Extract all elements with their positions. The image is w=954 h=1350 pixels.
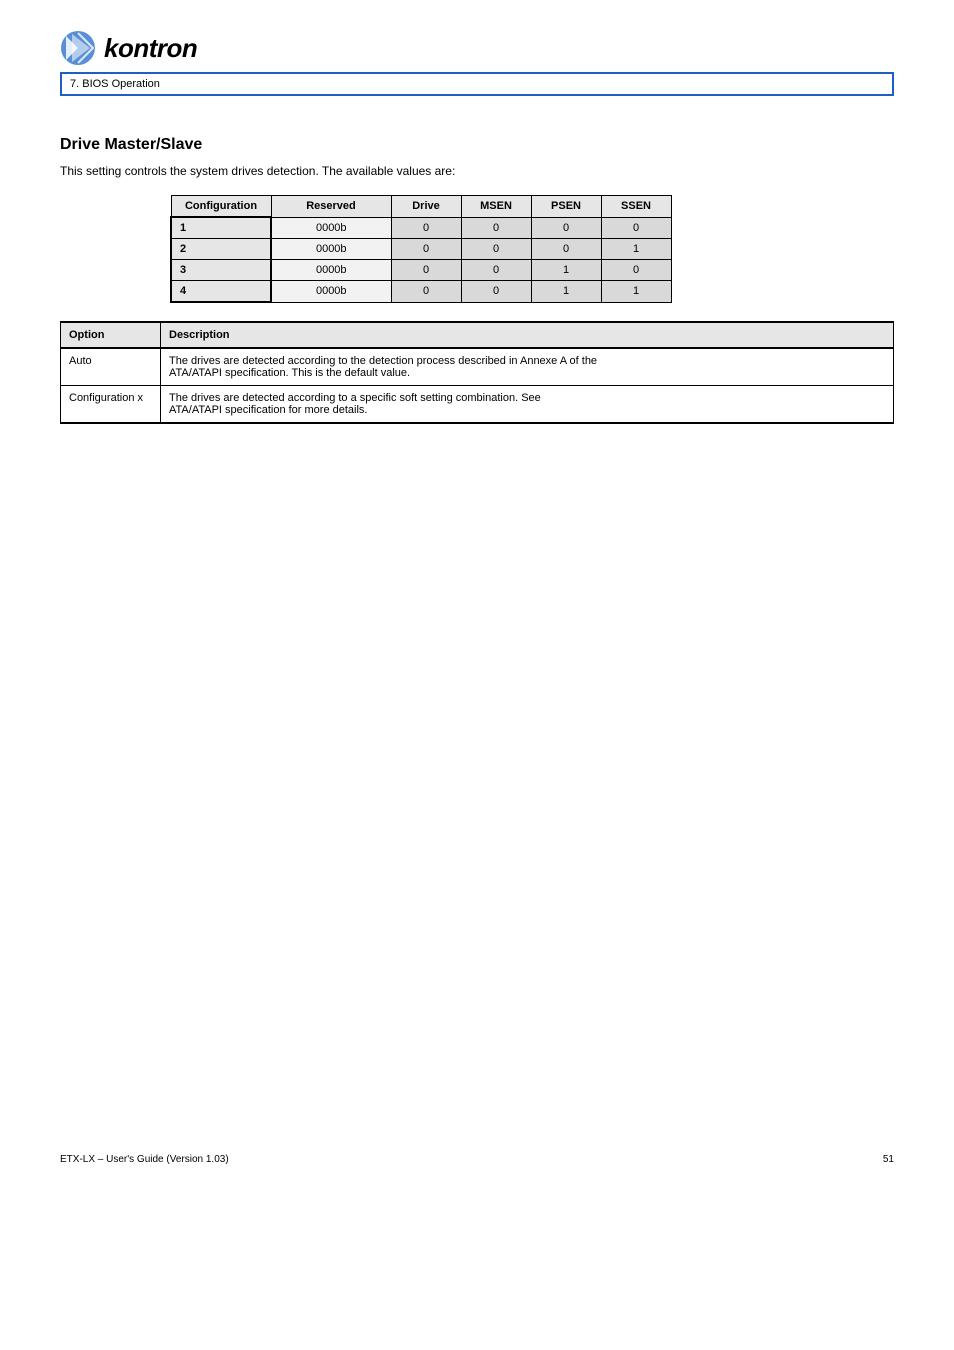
cell: 0 bbox=[461, 217, 531, 239]
cell: 1 bbox=[531, 281, 601, 303]
cell: 1 bbox=[601, 281, 671, 303]
cell-text: The drives are detected according to a s… bbox=[169, 392, 541, 404]
cell: 0 bbox=[461, 239, 531, 260]
col-header: PSEN bbox=[531, 196, 601, 218]
col-header: Drive bbox=[391, 196, 461, 218]
options-table: Option Description Auto The drives are d… bbox=[60, 321, 894, 424]
footer-right: 51 bbox=[883, 1154, 894, 1165]
page-footer: ETX-LX – User's Guide (Version 1.03) 51 bbox=[60, 1144, 894, 1165]
footer-left: ETX-LX – User's Guide (Version 1.03) bbox=[60, 1154, 229, 1165]
brand-logo: kontron bbox=[60, 30, 894, 66]
table-row: 4 0000b 0 0 1 1 bbox=[171, 281, 671, 303]
table-row: 3 0000b 0 0 1 0 bbox=[171, 260, 671, 281]
cell: The drives are detected according to the… bbox=[161, 348, 894, 386]
cell-text: ATA/ATAPI specification. This is the def… bbox=[169, 367, 410, 379]
col-header: Option bbox=[61, 322, 161, 348]
col-header: MSEN bbox=[461, 196, 531, 218]
cell: 3 bbox=[171, 260, 271, 281]
cell: 0000b bbox=[271, 217, 391, 239]
cell: 0 bbox=[531, 217, 601, 239]
cell: 1 bbox=[601, 239, 671, 260]
cell: 1 bbox=[171, 217, 271, 239]
col-header: SSEN bbox=[601, 196, 671, 218]
cell: 0 bbox=[391, 260, 461, 281]
section-intro: This setting controls the system drives … bbox=[60, 162, 894, 181]
cell: 0 bbox=[531, 239, 601, 260]
cell: Auto bbox=[61, 348, 161, 386]
section-title: Drive Master/Slave bbox=[60, 136, 894, 154]
cell: 1 bbox=[531, 260, 601, 281]
cell-text: The drives are detected according to the… bbox=[169, 355, 597, 367]
col-header: Description bbox=[161, 322, 894, 348]
cell: 0 bbox=[391, 281, 461, 303]
cell: 2 bbox=[171, 239, 271, 260]
cell: 0 bbox=[601, 217, 671, 239]
table-row: Auto The drives are detected according t… bbox=[61, 348, 894, 386]
brand-logo-icon bbox=[60, 30, 96, 66]
config-table: Configuration Reserved Drive MSEN PSEN S… bbox=[170, 195, 672, 303]
table-row: 2 0000b 0 0 0 1 bbox=[171, 239, 671, 260]
cell: 0 bbox=[391, 217, 461, 239]
col-header: Reserved bbox=[271, 196, 391, 218]
brand-name: kontron bbox=[104, 33, 197, 64]
table-header-row: Configuration Reserved Drive MSEN PSEN S… bbox=[171, 196, 671, 218]
cell: 0000b bbox=[271, 239, 391, 260]
breadcrumb: 7. BIOS Operation bbox=[60, 72, 894, 96]
cell: 0000b bbox=[271, 260, 391, 281]
col-header: Configuration bbox=[171, 196, 271, 218]
cell: 0 bbox=[391, 239, 461, 260]
cell: 0 bbox=[601, 260, 671, 281]
cell: 4 bbox=[171, 281, 271, 303]
table-row: 1 0000b 0 0 0 0 bbox=[171, 217, 671, 239]
cell-text: ATA/ATAPI specification for more details… bbox=[169, 404, 367, 416]
table-row: Configuration x The drives are detected … bbox=[61, 386, 894, 424]
cell: Configuration x bbox=[61, 386, 161, 424]
cell: 0000b bbox=[271, 281, 391, 303]
table-header-row: Option Description bbox=[61, 322, 894, 348]
cell: 0 bbox=[461, 281, 531, 303]
cell: The drives are detected according to a s… bbox=[161, 386, 894, 424]
cell: 0 bbox=[461, 260, 531, 281]
